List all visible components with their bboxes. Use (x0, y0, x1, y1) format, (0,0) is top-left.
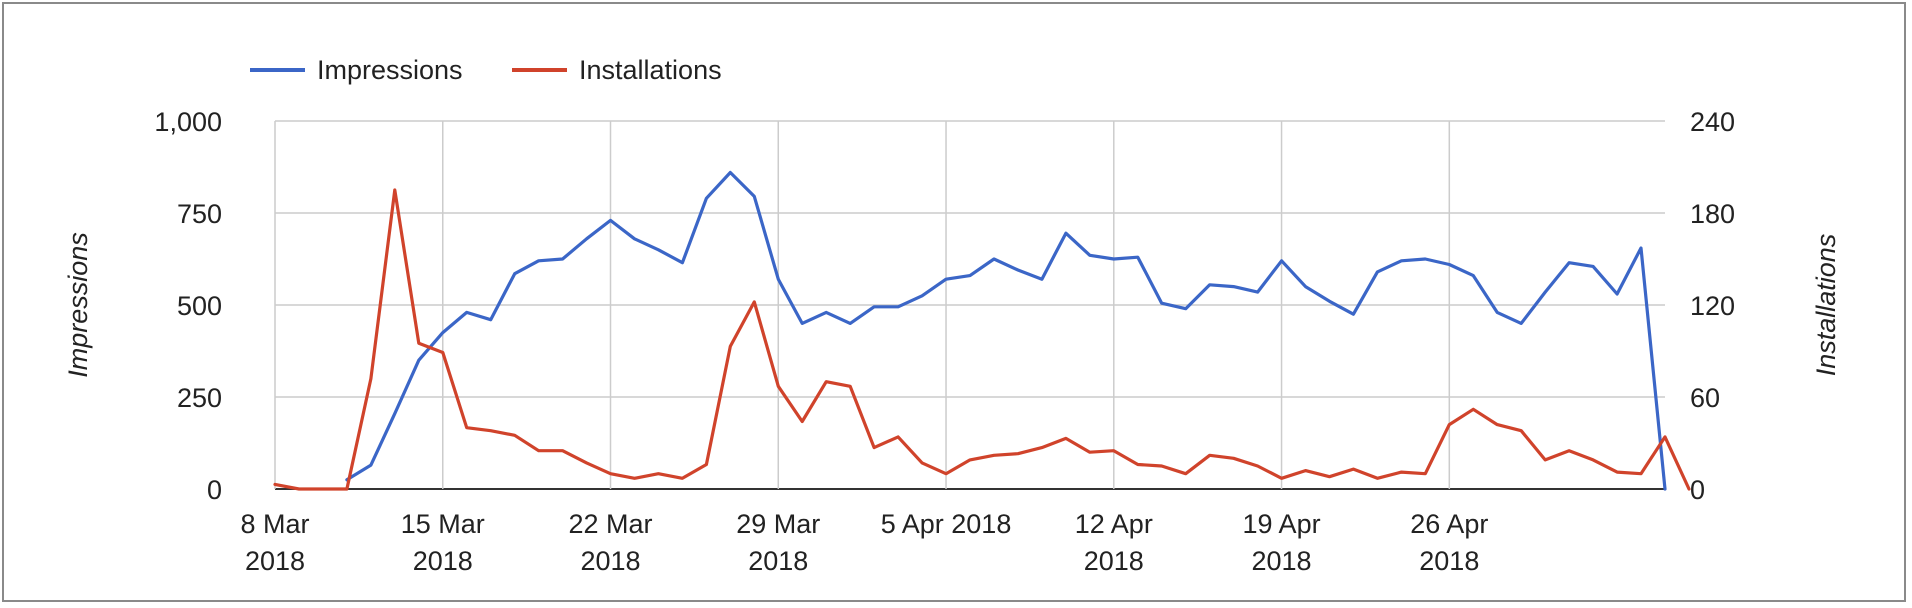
right-tick-label: 180 (1690, 199, 1735, 229)
x-tick-label: 8 Mar (240, 509, 309, 539)
right-axis-title: Installations (1811, 234, 1841, 377)
x-tick-label: 5 Apr 2018 (881, 509, 1012, 539)
right-tick-label: 120 (1690, 291, 1735, 321)
x-axis-ticks: 8 Mar 2018 15 Mar 2018 22 Mar 2018 29 Mar 2018 5… (240, 509, 1488, 576)
x-tick-label-year: 2018 (748, 546, 808, 576)
right-axis-ticks: 0 60 120 180 240 (1690, 107, 1735, 505)
left-tick-label: 250 (177, 383, 222, 413)
gridlines (275, 120, 1665, 490)
legend-label-installations: Installations (579, 55, 722, 85)
left-axis-ticks: 0 250 500 750 1,000 (154, 107, 222, 505)
x-tick-label: 15 Mar (401, 509, 485, 539)
x-tick-label-year: 2018 (245, 546, 305, 576)
right-tick-label: 60 (1690, 383, 1720, 413)
x-tick-label: 29 Mar (736, 509, 820, 539)
series-line-installations (273, 188, 1691, 491)
legend-label-impressions: Impressions (317, 55, 463, 85)
left-tick-label: 1,000 (154, 107, 222, 137)
x-tick-label-year: 2018 (1419, 546, 1479, 576)
left-tick-label: 0 (207, 475, 222, 505)
left-axis-title: Impressions (63, 232, 93, 378)
x-tick-label: 22 Mar (568, 509, 652, 539)
x-tick-label-year: 2018 (1252, 546, 1312, 576)
x-tick-label-year: 2018 (413, 546, 473, 576)
x-tick-label: 12 Apr (1075, 509, 1153, 539)
x-gridlines (274, 121, 1451, 489)
x-tick-label: 19 Apr (1243, 509, 1321, 539)
x-tick-label-year: 2018 (1084, 546, 1144, 576)
x-tick-label-year: 2018 (580, 546, 640, 576)
left-tick-label: 750 (177, 199, 222, 229)
x-tick-label: 26 Apr (1410, 509, 1488, 539)
left-tick-label: 500 (177, 291, 222, 321)
series-line-impressions (345, 170, 1667, 491)
right-tick-label: 0 (1690, 475, 1705, 505)
legend: Impressions Installations (250, 55, 722, 85)
right-tick-label: 240 (1690, 107, 1735, 137)
series-lines (273, 170, 1691, 491)
